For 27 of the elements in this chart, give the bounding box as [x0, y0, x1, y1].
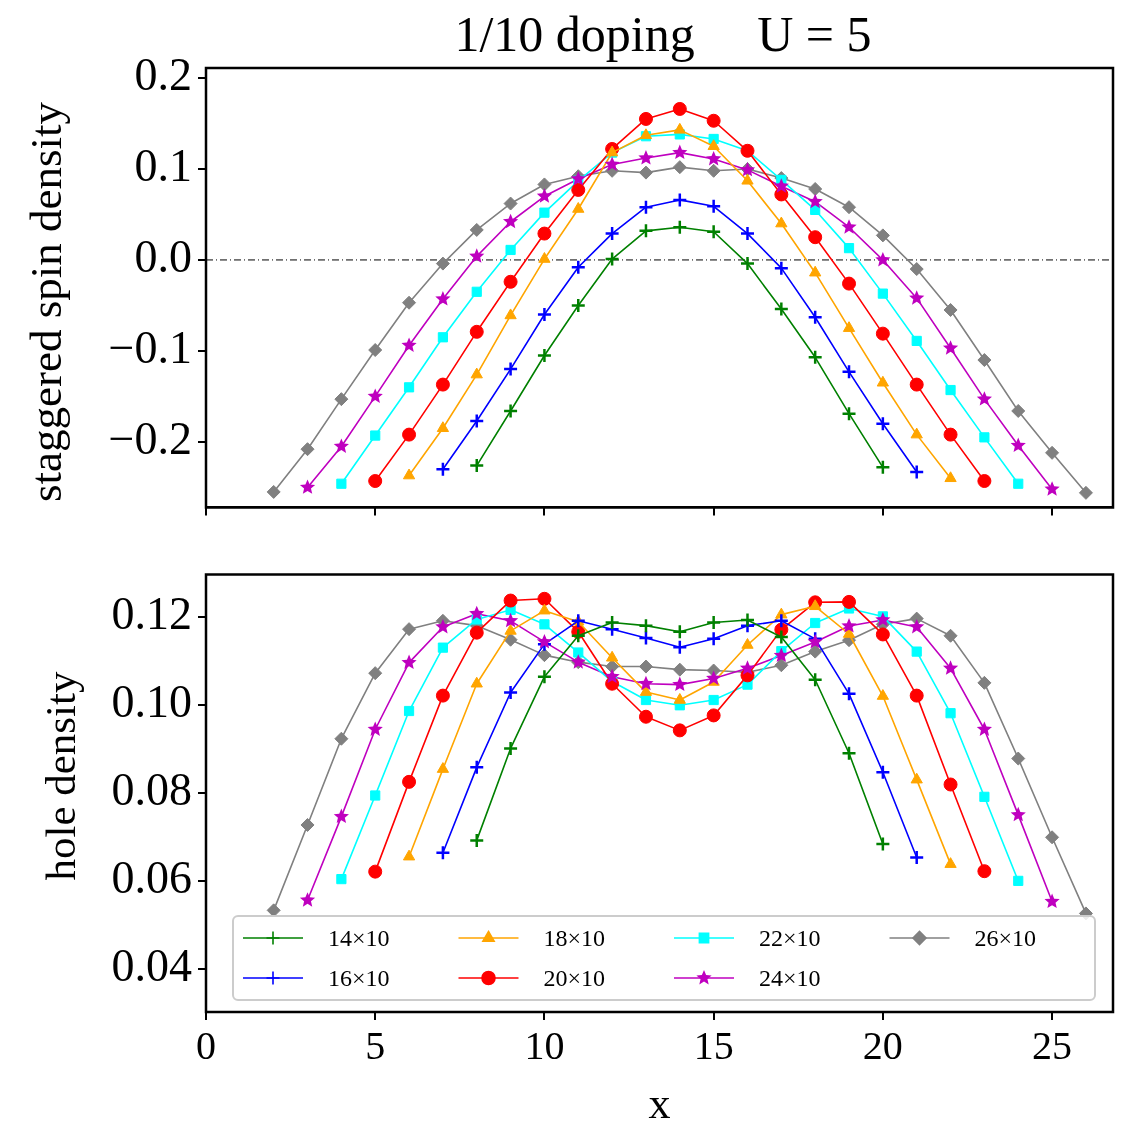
- y-tick-label: −0.2: [108, 412, 192, 464]
- x-tick-label: 10: [524, 1022, 565, 1068]
- y-tick-label: 0.2: [134, 49, 192, 101]
- legend-label: 16×10: [328, 965, 390, 992]
- chart-title: 1/10 doping U = 5: [453, 5, 873, 64]
- legend-label: 26×10: [974, 925, 1037, 952]
- legend-label: 24×10: [759, 965, 821, 992]
- legend-label: 20×10: [543, 965, 606, 992]
- y-tick-label: 0.0: [134, 231, 192, 283]
- x-tick-label: 0: [196, 1022, 216, 1068]
- legend-label: 14×10: [328, 925, 390, 952]
- y-tick-label: 0.08: [111, 764, 192, 816]
- y-tick-label: 0.06: [111, 852, 192, 904]
- legend-label: 22×10: [759, 925, 821, 952]
- x-tick-label: 20: [862, 1022, 903, 1068]
- y-axis-title: staggered spin density: [20, 102, 72, 502]
- y-tick-label: 0.12: [111, 588, 192, 640]
- x-tick-label: 25: [1032, 1022, 1073, 1068]
- y-tick-label: 0.10: [111, 676, 192, 728]
- y-axis-title: hole density: [35, 671, 85, 881]
- y-tick-label: 0.04: [111, 940, 192, 992]
- x-tick-label: 15: [693, 1022, 734, 1068]
- legend-label: 18×10: [543, 925, 606, 952]
- x-axis-title: x: [648, 1079, 671, 1129]
- y-tick-label: −0.1: [108, 322, 192, 373]
- x-tick-label: 5: [365, 1022, 386, 1068]
- y-tick-label: 0.1: [134, 140, 192, 192]
